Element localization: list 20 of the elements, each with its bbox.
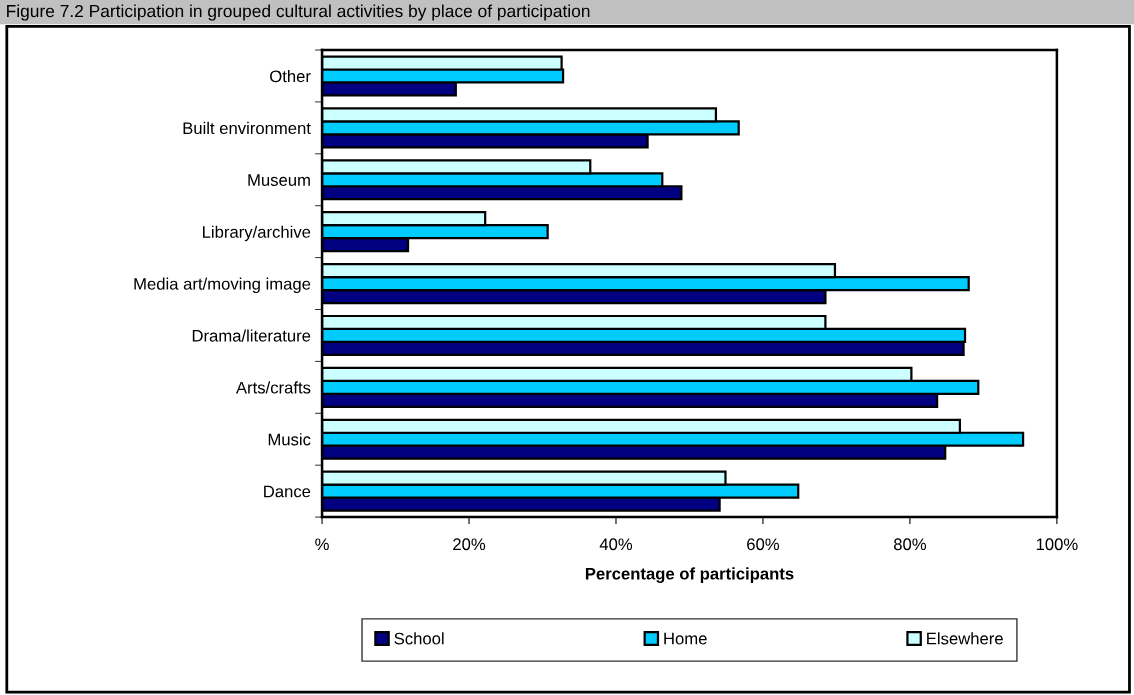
legend-label: Elsewhere [927, 632, 1003, 645]
legend-label: School [394, 632, 444, 645]
x-tick-label: 40% [599, 538, 633, 551]
x-tick-label: 100% [1036, 538, 1078, 551]
y-tick-label: Other [270, 69, 311, 83]
y-tick-label: Drama/literature [192, 329, 311, 342]
x-tick-label: 60% [747, 538, 780, 551]
legend-label: Home [664, 632, 707, 645]
y-tick-label: Museum [248, 174, 310, 186]
x-tick-label: 80% [893, 538, 927, 551]
y-tick-label: Arts/crafts [235, 381, 311, 394]
y-tick-label: Music [268, 433, 311, 446]
chart-title: Figure 7.2 Participation in grouped cultural activities by place of participation [7, 4, 590, 21]
y-tick-label: Library/archive [203, 225, 311, 242]
x-tick-label: % [315, 538, 329, 551]
y-tick-label: Dance [264, 485, 311, 498]
x-tick-label: 20% [453, 538, 486, 551]
y-tick-label: Media art/moving image [134, 277, 311, 294]
y-tick-label: Built environment [183, 121, 311, 135]
x-axis-title: Percentage of participants [585, 567, 794, 583]
